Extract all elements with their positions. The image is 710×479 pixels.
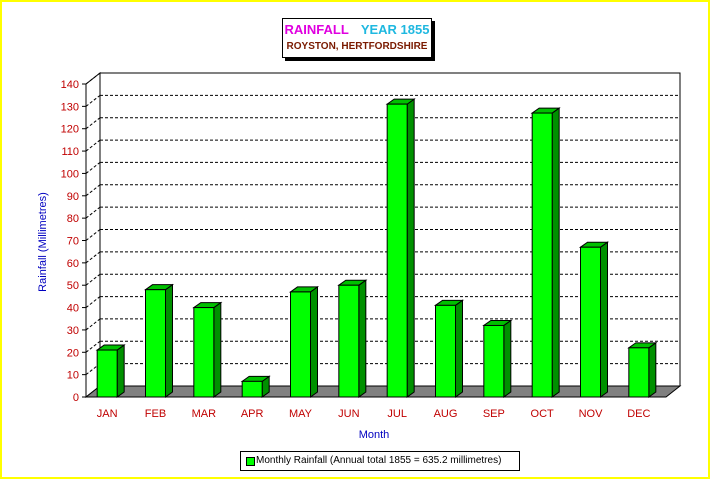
bar — [193, 307, 215, 398]
bar-side — [503, 319, 512, 398]
bar-side — [406, 98, 415, 398]
gridline-side — [85, 318, 101, 331]
gridline-side — [85, 94, 101, 107]
x-tick-label: JUN — [338, 408, 359, 420]
bar — [290, 291, 311, 398]
legend-label: Monthly Rainfall (Annual total 1855 = 63… — [256, 455, 502, 466]
legend: Monthly Rainfall (Annual total 1855 = 63… — [240, 451, 520, 471]
chart-title-year: YEAR 1855 — [360, 22, 430, 37]
y-tick-label: 140 — [61, 79, 79, 91]
bar — [628, 347, 650, 398]
y-tick-label: 10 — [67, 370, 79, 382]
bar — [435, 304, 456, 398]
x-axis-title: Month — [359, 429, 390, 441]
bar — [483, 324, 505, 398]
x-tick-label: AUG — [434, 408, 458, 420]
x-tick-label: SEP — [483, 408, 505, 420]
bar-side — [116, 344, 125, 398]
bar — [96, 349, 118, 398]
y-tick-label: 100 — [61, 168, 79, 180]
y-axis-title: Rainfall (Millimetres) — [37, 192, 49, 292]
y-tick-label: 0 — [73, 392, 79, 404]
x-tick-label: JUL — [387, 408, 407, 420]
bar-side — [358, 279, 367, 398]
bar-side — [213, 301, 222, 398]
gridline-side — [85, 273, 101, 286]
y-tick-label: 90 — [67, 191, 79, 203]
bar-side — [600, 241, 608, 398]
gridline-side — [85, 251, 101, 264]
y-tick-label: 80 — [67, 213, 79, 225]
chart-title: RAINFALL YEAR 1855 — [283, 22, 431, 37]
bar-side — [551, 107, 560, 398]
chart-side-wall — [85, 71, 101, 399]
bar — [386, 103, 408, 398]
gridline-side — [85, 117, 101, 130]
gridline-side — [85, 229, 101, 241]
gridline-side — [85, 139, 101, 152]
gridline-side — [85, 206, 101, 219]
y-tick-label: 70 — [67, 236, 79, 248]
bar-side — [648, 341, 657, 398]
y-tick-label: 50 — [67, 280, 79, 292]
gridline-side — [85, 72, 101, 85]
gridline-side — [85, 296, 101, 308]
x-tick-label: FEB — [145, 408, 166, 420]
bar-side — [165, 283, 173, 398]
chart-title-box: RAINFALL YEAR 1855 ROYSTON, HERTFORDSHIRE — [282, 18, 432, 58]
y-tick-label: 40 — [67, 303, 79, 315]
y-tick-label: 30 — [67, 325, 79, 337]
x-tick-label: NOV — [579, 408, 604, 420]
y-tick-label: 60 — [67, 258, 79, 270]
bar — [241, 380, 263, 398]
gridline-side — [85, 363, 101, 376]
gridline-side — [85, 184, 101, 197]
bar-side — [455, 299, 463, 398]
x-tick-label: MAY — [289, 408, 313, 420]
y-tick-label: 120 — [61, 124, 79, 136]
chart-title-main: RAINFALL — [284, 22, 349, 37]
bar — [531, 112, 553, 398]
bar — [145, 289, 166, 398]
x-tick-label: OCT — [531, 408, 555, 420]
gridline-side — [85, 162, 101, 174]
x-tick-label: APR — [241, 408, 264, 420]
x-tick-label: DEC — [627, 408, 650, 420]
bar-side — [310, 285, 318, 398]
y-tick-label: 20 — [67, 347, 79, 359]
x-tick-label: MAR — [192, 408, 217, 420]
chart-subtitle: ROYSTON, HERTFORDSHIRE — [286, 41, 428, 52]
bar — [580, 246, 601, 398]
gridline-side — [85, 340, 101, 353]
legend-swatch — [246, 457, 255, 466]
y-tick-label: 130 — [61, 101, 79, 113]
bar — [338, 284, 360, 398]
x-tick-label: JAN — [97, 408, 118, 420]
y-tick-label: 110 — [61, 146, 79, 158]
